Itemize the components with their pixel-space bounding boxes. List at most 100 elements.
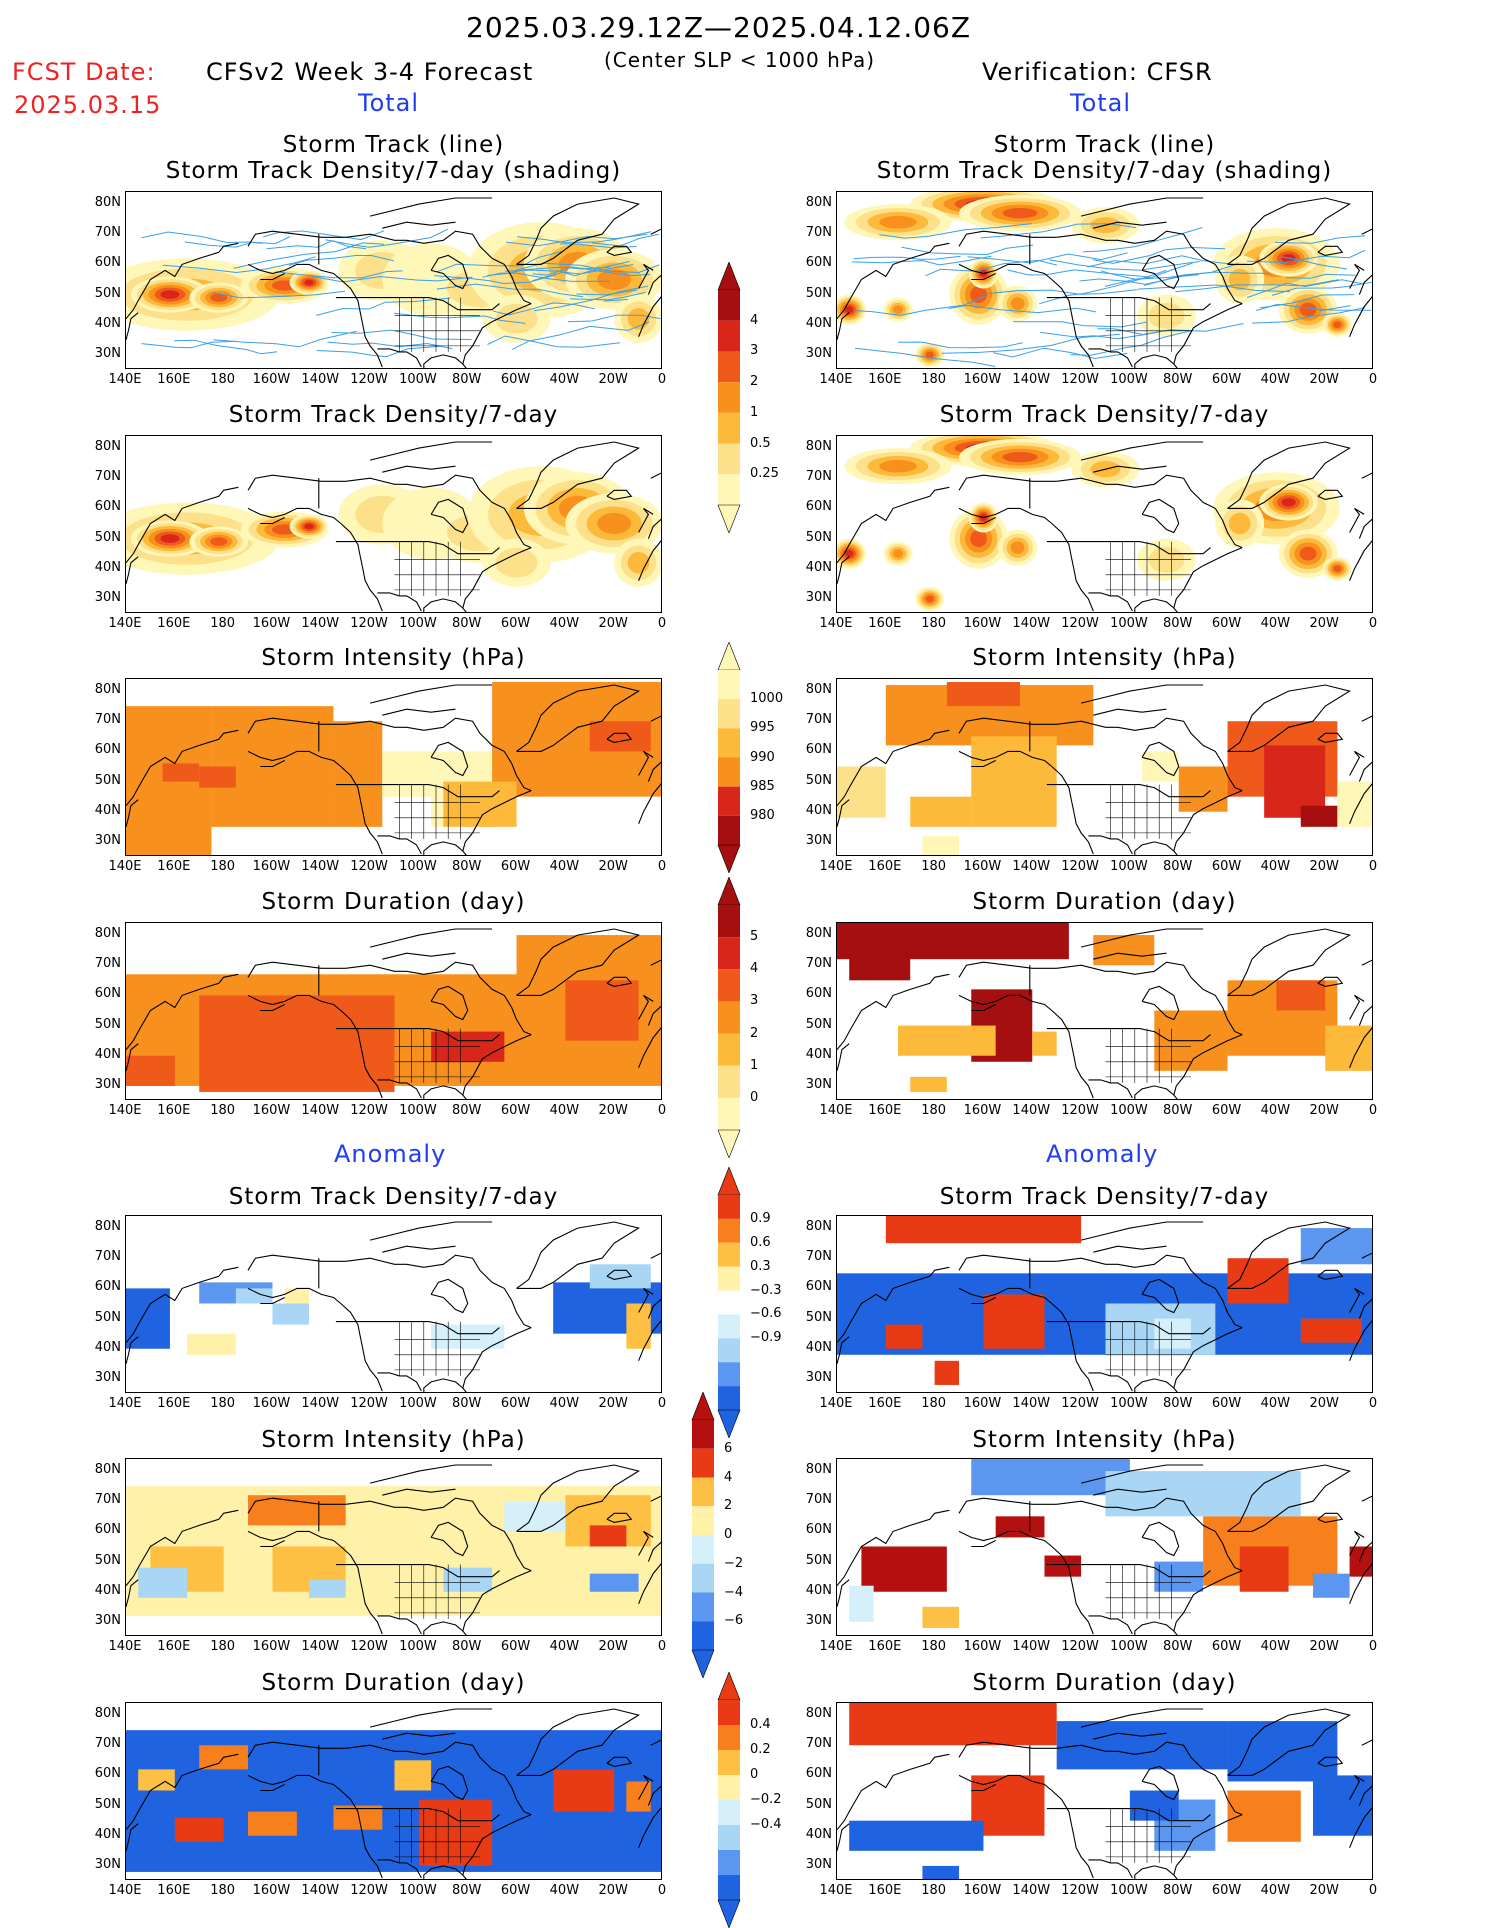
storm-track-line — [1079, 274, 1199, 285]
longitude-tick-label: 180 — [921, 1396, 947, 1411]
latitude-tick-label: 80N — [94, 926, 121, 942]
longitude-tick-label: 120W — [350, 1639, 388, 1654]
longitude-tick-label: 60W — [500, 1883, 531, 1898]
latitude-tick-label: 70N — [805, 1736, 832, 1752]
coastline — [606, 1269, 633, 1280]
longitude-tick-label: 160E — [868, 1103, 902, 1118]
latitude-tick-label: 70N — [94, 1249, 121, 1265]
latitude-tick-label: 30N — [805, 1612, 832, 1628]
longitude-tick-label: 20W — [1309, 859, 1339, 874]
coastline — [958, 1497, 1057, 1514]
colorbar-tick-label: 4 — [750, 312, 759, 328]
coastline — [971, 517, 996, 525]
longitude-tick-label: 100W — [1110, 1639, 1148, 1654]
colorbar-tick-label: 0.3 — [750, 1258, 771, 1274]
grid-cell-block — [626, 1303, 651, 1349]
latitude-tick-label: 40N — [94, 315, 121, 331]
coastline — [516, 1464, 640, 1532]
coastline — [247, 750, 342, 767]
density-contour — [210, 293, 228, 302]
coastline — [837, 1823, 850, 1851]
coastline — [1358, 518, 1372, 539]
coastline — [1227, 441, 1351, 509]
map-canvas — [837, 923, 1372, 1099]
coastline — [971, 760, 996, 768]
storm-track-line — [855, 295, 986, 316]
colorbar-tick-label: −4 — [724, 1584, 744, 1600]
latitude-tick-label: 80N — [805, 1462, 832, 1478]
grid-cell-block — [248, 1495, 346, 1526]
latitude-tick-label: 70N — [94, 956, 121, 972]
fcst-date-value: 2025.03.15 — [14, 91, 162, 119]
latitude-tick-label: 70N — [94, 1736, 121, 1752]
coastline — [1349, 1027, 1372, 1069]
border-line — [1088, 1615, 1133, 1635]
storm-track-line — [316, 297, 451, 316]
longitude-tick-label: 20W — [598, 372, 628, 387]
forecast-map-panel — [125, 922, 662, 1100]
colorbar-segment — [718, 786, 740, 816]
longitude-tick-label: 40W — [549, 1396, 580, 1411]
longitude-tick-label: 40W — [549, 1639, 580, 1654]
storm-track-line — [854, 347, 996, 367]
grid-cell-block — [1093, 935, 1155, 966]
coastline — [958, 1530, 1053, 1547]
coastline — [516, 684, 640, 752]
coastline — [1080, 197, 1204, 217]
longitude-tick-label: 80W — [452, 616, 482, 631]
colorbar-arrow-bottom — [717, 1409, 741, 1438]
latitude-tick-label: 30N — [805, 832, 832, 848]
left-intensity-title: Storm Intensity (hPa) — [261, 645, 526, 671]
coastline — [345, 1254, 532, 1329]
grid-cell-block — [126, 1055, 175, 1086]
longitude-tick-label: 160E — [157, 1103, 191, 1118]
coastline — [1093, 952, 1167, 960]
density-contour — [1281, 497, 1296, 507]
storm-track-line — [1319, 305, 1351, 312]
latitude-tick-label: 60N — [805, 1766, 832, 1782]
grid-cell-block — [284, 1288, 310, 1304]
coastline — [340, 1546, 383, 1635]
longitude-tick-label: 0 — [657, 1396, 667, 1411]
coastline — [423, 1378, 464, 1392]
coastline — [1358, 761, 1372, 782]
coastline — [1358, 1005, 1372, 1026]
longitude-tick-label: 0 — [657, 616, 667, 631]
longitude-tick-label: 160W — [963, 616, 1002, 631]
map-canvas — [126, 1464, 661, 1635]
coastline — [1173, 303, 1243, 368]
colorbar-tick-label: 2 — [750, 1025, 759, 1041]
longitude-tick-label: 40W — [1260, 372, 1291, 387]
fcst-date-label: FCST Date: — [12, 58, 156, 86]
grid-cell-block — [394, 1760, 432, 1791]
longitude-tick-label: 20W — [598, 1103, 628, 1118]
coastline — [423, 841, 464, 855]
coastline — [958, 750, 1053, 767]
latitude-tick-label: 70N — [94, 712, 121, 728]
right-duration-title: Storm Duration (day) — [972, 889, 1237, 915]
coastline — [126, 1336, 139, 1364]
latitude-tick-label: 50N — [805, 1796, 832, 1812]
coastline — [958, 507, 1053, 524]
grid-cell-block — [431, 1324, 505, 1349]
grid-cell-block — [922, 1606, 960, 1628]
coastline — [430, 1278, 469, 1314]
longitude-tick-label: 160W — [252, 372, 291, 387]
right-anom-intensity-title: Storm Intensity (hPa) — [972, 1427, 1237, 1453]
density-contour — [1002, 451, 1038, 463]
longitude-tick-label: 180 — [921, 1103, 947, 1118]
longitude-tick-label: 40W — [549, 372, 580, 387]
coastline — [1349, 1807, 1372, 1849]
longitude-tick-label: 180 — [210, 1103, 236, 1118]
grid-cell-block — [443, 1567, 493, 1592]
grid-cell-block — [1337, 781, 1372, 827]
grid-cell-block — [898, 1025, 996, 1056]
grid-cell-block — [910, 1076, 947, 1092]
grid-cell-block — [589, 721, 651, 752]
storm-track-line — [1097, 323, 1244, 336]
grid-cell-block — [248, 1811, 297, 1836]
density-contour — [1002, 207, 1038, 219]
coastline — [247, 1254, 346, 1271]
coastline — [638, 1807, 661, 1849]
coastline — [462, 1570, 532, 1635]
